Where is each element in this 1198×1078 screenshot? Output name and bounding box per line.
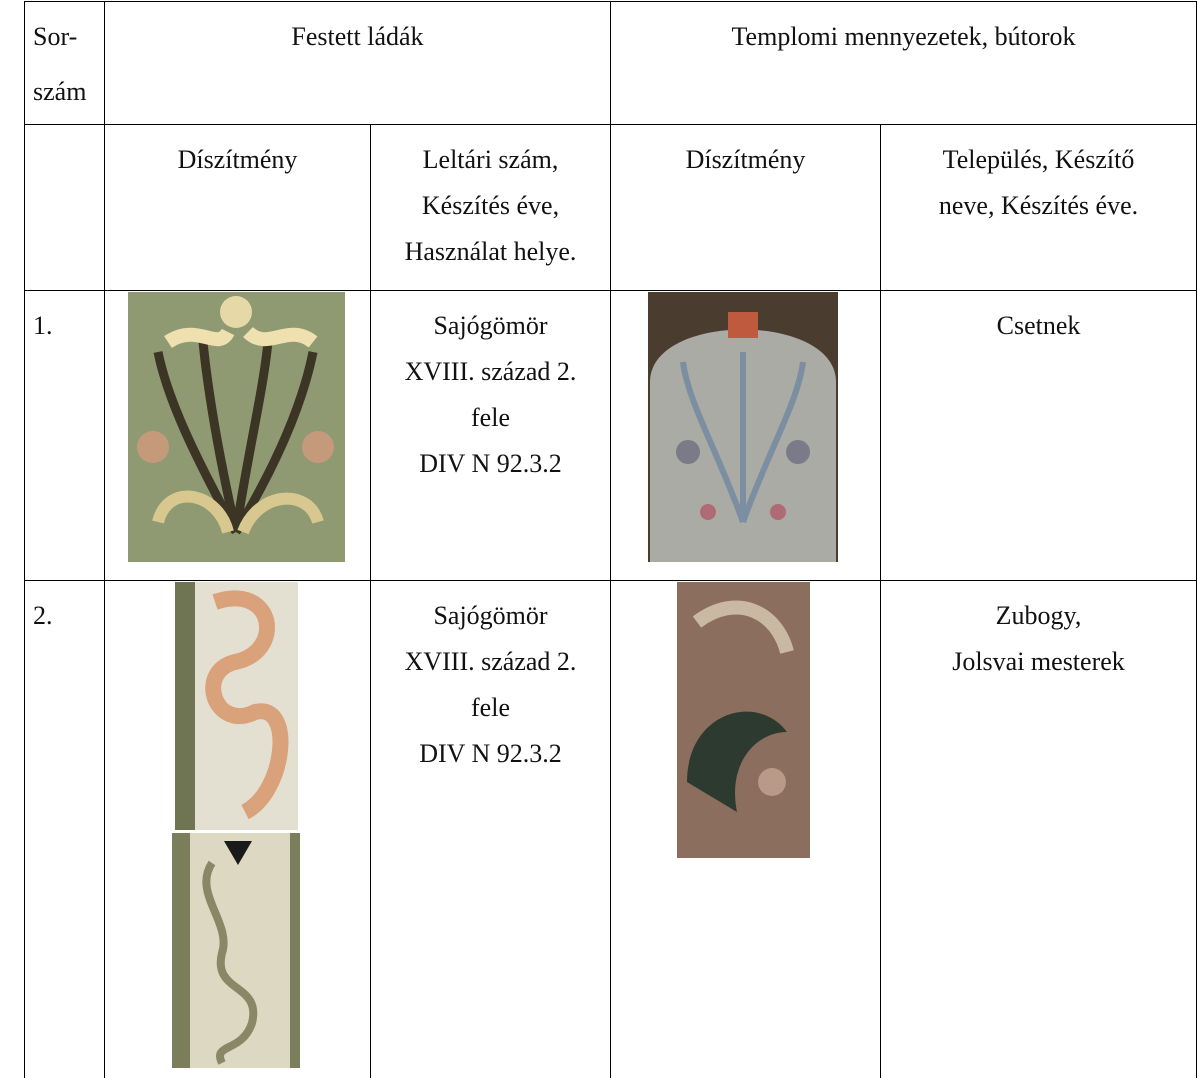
cell-text: fele bbox=[471, 693, 510, 722]
chest-decoration-image bbox=[175, 582, 298, 830]
cell: Sajógömör XVIII. század 2. fele DIV N 92.3.… bbox=[370, 580, 611, 1078]
header-text: Festett ládák bbox=[291, 22, 424, 51]
cell: Díszítmény bbox=[104, 124, 371, 291]
cell-text: Zubogy, bbox=[995, 601, 1082, 630]
cell: 1. bbox=[24, 290, 105, 581]
cell: Díszítmény bbox=[610, 124, 881, 291]
cell: Település, Készítő neve, Készítés éve. bbox=[880, 124, 1197, 291]
header-text: Templomi mennyezetek, bútorok bbox=[731, 22, 1076, 51]
catalog-table: Sor-szám Festett ládák Templomi mennyeze… bbox=[24, 1, 1197, 1078]
subheader-text: Készítés éve, bbox=[421, 191, 560, 220]
church-decoration-image bbox=[648, 292, 838, 562]
subheader-text: Díszítmény bbox=[685, 145, 806, 174]
cell: Sajógömör XVIII. század 2. fele DIV N 92.3.… bbox=[370, 290, 611, 581]
cell: Leltári szám, Készítés éve, Használat hely… bbox=[370, 124, 611, 291]
header-text: szám bbox=[33, 77, 87, 106]
row-number: 1. bbox=[33, 311, 53, 340]
cell-text: Csetnek bbox=[996, 311, 1081, 340]
header-cell: Sor-szám bbox=[24, 1, 105, 125]
chest-decoration-image bbox=[172, 833, 300, 1068]
church-decoration-image bbox=[677, 582, 810, 858]
header-cell: Festett ládák bbox=[104, 1, 611, 125]
subheader-text: Használat helye. bbox=[404, 237, 577, 266]
header-text: Sor- bbox=[33, 22, 78, 51]
cell-text: Sajógömör bbox=[433, 601, 548, 630]
row-number: 2. bbox=[33, 601, 53, 630]
subheader-text: Település, Készítő bbox=[942, 145, 1135, 174]
chest-decoration-image bbox=[128, 292, 345, 562]
header-row: Sor-szám Festett ládák Templomi mennyeze… bbox=[24, 1, 1197, 125]
subheader-text: Díszítmény bbox=[177, 145, 298, 174]
cell: Csetnek bbox=[880, 290, 1197, 581]
cell-text: Sajógömör bbox=[433, 311, 548, 340]
cell bbox=[24, 124, 105, 291]
subheader-text: neve, Készítés éve. bbox=[938, 191, 1139, 220]
cell: 2. bbox=[24, 580, 105, 1078]
subheader-row: Díszítmény Leltári szám, Készítés éve, Has… bbox=[24, 124, 1197, 291]
cell: Zubogy, Jolsvai mesterek bbox=[880, 580, 1197, 1078]
cell-text: DIV N 92.3.2 bbox=[419, 739, 562, 768]
header-cell: Templomi mennyezetek, bútorok bbox=[610, 1, 1197, 125]
cell-text: fele bbox=[471, 403, 510, 432]
cell-text: XVIII. század 2. bbox=[404, 357, 577, 386]
cell-text: XVIII. század 2. bbox=[404, 647, 577, 676]
subheader-text: Leltári szám, bbox=[422, 145, 559, 174]
cell-text: Jolsvai mesterek bbox=[952, 647, 1125, 676]
cell-text: DIV N 92.3.2 bbox=[419, 449, 562, 478]
